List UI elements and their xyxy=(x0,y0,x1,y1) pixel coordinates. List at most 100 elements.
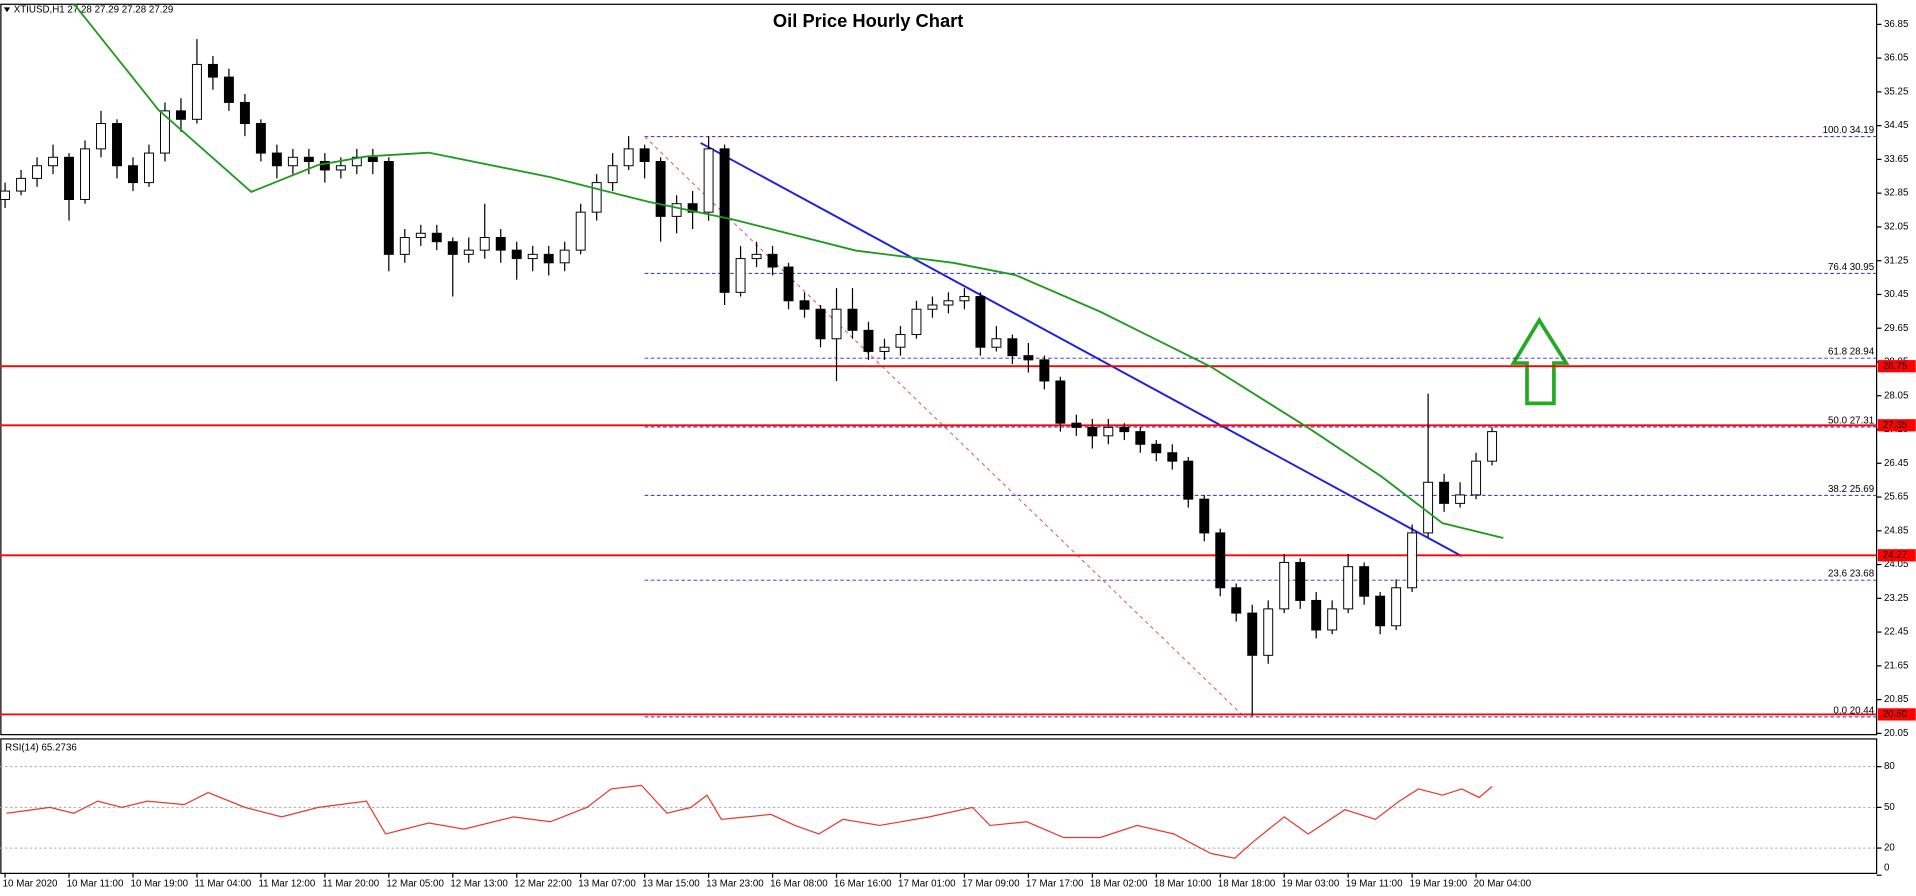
candle-body xyxy=(623,148,634,167)
candle-body xyxy=(303,156,314,163)
y-tick-label: 34.45 xyxy=(1884,120,1909,131)
candle-body xyxy=(879,346,890,352)
candle-body xyxy=(1359,566,1370,597)
candle-body xyxy=(112,123,122,167)
x-tick-label: 19 Mar 19:00 xyxy=(1410,878,1468,889)
x-tick-label: 11 Mar 12:00 xyxy=(258,878,315,889)
candle-body xyxy=(1279,561,1290,610)
candle-body xyxy=(1087,426,1098,437)
x-tick-label: 20 Mar 04:00 xyxy=(1474,878,1532,889)
level-label: 20.50 xyxy=(1883,709,1908,720)
candle-body xyxy=(1263,608,1274,656)
y-tick-label: 35.25 xyxy=(1884,86,1909,97)
candle-body xyxy=(1311,599,1322,631)
x-tick-label: 18 Mar 10:00 xyxy=(1154,878,1212,889)
x-tick-label: 12 Mar 13:00 xyxy=(450,878,508,889)
y-tick-label: 20.05 xyxy=(1884,728,1909,739)
y-tick-label: 0 xyxy=(1884,862,1890,873)
candle-body xyxy=(0,190,11,200)
fib-label: 38.2 25.69 xyxy=(1828,484,1874,495)
y-tick-label: 29.65 xyxy=(1884,323,1909,334)
candle-body xyxy=(479,236,490,251)
symbol-info: XTIUSD,H1 27.28 27.29 27.28 27.29 xyxy=(14,4,174,15)
candle-body xyxy=(1119,426,1130,433)
candle-body xyxy=(543,253,554,264)
candle-body xyxy=(719,148,730,293)
candle-body xyxy=(767,253,778,268)
candle-body xyxy=(927,304,938,310)
candle-body xyxy=(1039,359,1050,382)
candle-body xyxy=(271,152,282,167)
y-tick-label: 50 xyxy=(1884,802,1895,813)
candle-body xyxy=(1199,498,1210,534)
x-tick-label: 12 Mar 22:00 xyxy=(514,878,572,889)
candle-body xyxy=(96,123,106,150)
candle-body xyxy=(527,253,538,260)
candle-body xyxy=(383,161,394,255)
candle-body xyxy=(511,249,522,260)
y-tick-label: 32.05 xyxy=(1884,222,1909,233)
candle-body xyxy=(319,161,330,171)
x-tick-label: 10 Mar 2020 xyxy=(3,878,58,889)
candle-body xyxy=(48,156,59,167)
y-tick-label: 33.65 xyxy=(1884,154,1909,165)
x-tick-label: 11 Mar 04:00 xyxy=(194,878,251,889)
x-tick-label: 10 Mar 11:00 xyxy=(67,878,124,889)
up-arrow xyxy=(1510,316,1570,406)
x-tick-label: 16 Mar 16:00 xyxy=(834,878,892,889)
candle-body xyxy=(751,253,762,260)
candle-body xyxy=(463,249,474,255)
y-tick-label: 24.05 xyxy=(1884,559,1909,570)
x-tick-label: 17 Mar 09:00 xyxy=(962,878,1020,889)
y-tick-label: 23.25 xyxy=(1884,593,1909,604)
x-tick-label: 13 Mar 15:00 xyxy=(642,878,700,889)
candle-body xyxy=(191,63,202,120)
candle-body xyxy=(1423,481,1434,534)
level-tag xyxy=(1877,419,1916,432)
candle-body xyxy=(1375,595,1386,627)
x-tick-label: 19 Mar 03:00 xyxy=(1282,878,1340,889)
x-tick-label: 16 Mar 08:00 xyxy=(770,878,828,889)
y-tick-label: 20 xyxy=(1884,843,1895,854)
candle-body xyxy=(287,156,298,167)
candle-body xyxy=(175,110,186,120)
rsi-panel xyxy=(0,738,1878,874)
candle-body xyxy=(863,329,874,352)
candle-body xyxy=(399,236,410,255)
candle-body xyxy=(447,241,458,255)
fib-label: 100.0 34.19 xyxy=(1823,125,1875,136)
level-tag xyxy=(1877,708,1916,721)
y-tick-label: 32.85 xyxy=(1884,188,1909,199)
y-tick-label: 24.85 xyxy=(1884,525,1909,536)
x-tick-label: 13 Mar 23:00 xyxy=(706,878,764,889)
candle-body xyxy=(687,203,698,213)
candle-body xyxy=(671,203,682,217)
x-tick-label: 19 Mar 11:00 xyxy=(1346,878,1403,889)
moving-average xyxy=(73,3,1504,539)
x-tick-label: 18 Mar 18:00 xyxy=(1218,878,1276,889)
candle-body xyxy=(559,249,570,264)
candle-body xyxy=(1167,452,1178,462)
fib-label: 61.8 28.94 xyxy=(1828,347,1875,358)
rsi-title: RSI(14) 65.2736 xyxy=(5,743,77,754)
fib-label: 0.0 20.44 xyxy=(1833,705,1874,716)
x-tick-label: 13 Mar 07:00 xyxy=(578,878,636,889)
candle-body xyxy=(1103,426,1114,437)
candle-body xyxy=(575,211,586,251)
x-tick-label: 10 Mar 19:00 xyxy=(131,878,189,889)
level-tag xyxy=(1877,360,1916,373)
candle-body xyxy=(1231,587,1242,614)
candle-body xyxy=(16,177,27,192)
candle-body xyxy=(1471,460,1482,496)
x-tick-label: 11 Mar 20:00 xyxy=(322,878,379,889)
candle-body xyxy=(847,308,858,331)
candle-body xyxy=(495,236,506,251)
y-tick-label: 80 xyxy=(1884,761,1895,772)
candle-body xyxy=(239,101,250,125)
candle-body xyxy=(415,232,426,238)
candle-body xyxy=(991,338,1002,348)
candle-body xyxy=(223,76,234,103)
